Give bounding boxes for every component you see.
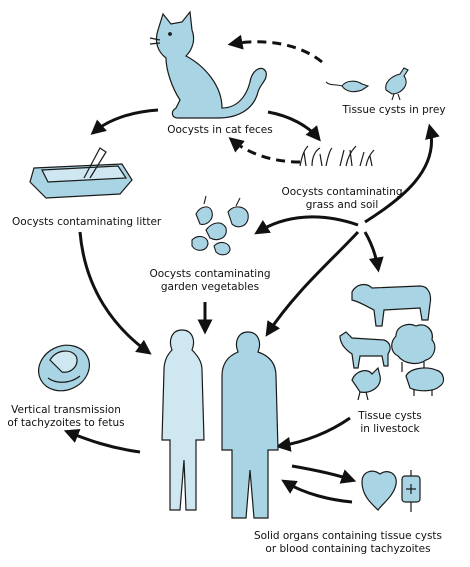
label-fetus: Vertical transmission of tachyzoites to … — [2, 404, 130, 430]
label-organs-line2: or blood containing tachyzoites — [265, 543, 431, 555]
arrow-grass-to-vegetables — [254, 215, 359, 235]
sheep-icon — [391, 323, 436, 372]
arrow-humans-to-fetus — [63, 428, 141, 454]
label-livestock-line1: Tissue cysts — [358, 410, 422, 422]
arrow-cat-to-grass — [267, 110, 321, 142]
grass-icon — [299, 145, 375, 167]
bird-icon — [385, 67, 409, 101]
litter-box-icon — [29, 147, 133, 199]
heart-organ-icon — [361, 470, 397, 511]
arrow-grass-to-prey — [364, 123, 440, 224]
label-livestock-line2: in livestock — [360, 423, 420, 435]
woman-icon — [161, 329, 205, 511]
label-litter: Oocysts contaminating litter — [12, 216, 161, 229]
arrow-grass-to-livestock — [363, 231, 384, 273]
arrow-humans-to-organs — [291, 464, 357, 484]
label-cat-feces-text: Oocysts in cat feces — [167, 124, 273, 136]
chicken-icon — [351, 366, 381, 401]
fetus-icon — [38, 344, 90, 392]
label-litter-text: Oocysts contaminating litter — [12, 216, 162, 228]
goat-icon — [339, 331, 391, 369]
mouse-icon — [325, 80, 370, 93]
blood-bag-icon — [401, 470, 421, 512]
arrow-livestock-to-humans — [275, 416, 351, 452]
cow-icon — [351, 283, 432, 327]
arrow-prey-to-cat — [227, 34, 323, 64]
arrow-organs-to-humans — [281, 479, 353, 504]
label-vegetables: Oocysts contaminating garden vegetables — [140, 268, 280, 294]
arrow-cat-to-litter — [90, 108, 159, 135]
vegetables-icon — [191, 195, 249, 256]
pig-icon — [405, 367, 445, 396]
label-fetus-line2: of tachyzoites to fetus — [7, 417, 125, 429]
label-prey: Tissue cysts in prey — [330, 104, 458, 117]
label-veg-line2: garden vegetables — [160, 281, 260, 293]
label-organs: Solid organs containing tissue cysts or … — [238, 530, 458, 556]
label-livestock: Tissue cysts in livestock — [352, 410, 428, 436]
man-icon — [221, 331, 279, 519]
label-veg-line1: Oocysts contaminating — [149, 268, 271, 280]
label-grass-line2: grass and soil — [305, 199, 379, 211]
cat-icon — [149, 10, 267, 119]
label-grass-line1: Oocysts contaminating — [281, 186, 403, 198]
arrow-litter-to-humans — [78, 231, 152, 355]
label-cat-feces: Oocysts in cat feces — [150, 124, 290, 137]
label-prey-text: Tissue cysts in prey — [342, 104, 446, 116]
transmission-arrows — [63, 34, 440, 504]
arrow-grass-to-humans — [265, 230, 360, 337]
label-grass-soil: Oocysts contaminating grass and soil — [270, 186, 414, 212]
arrow-grass-to-cat — [228, 137, 301, 164]
label-organs-line1: Solid organs containing tissue cysts — [253, 530, 443, 542]
label-fetus-line1: Vertical transmission — [11, 404, 121, 416]
